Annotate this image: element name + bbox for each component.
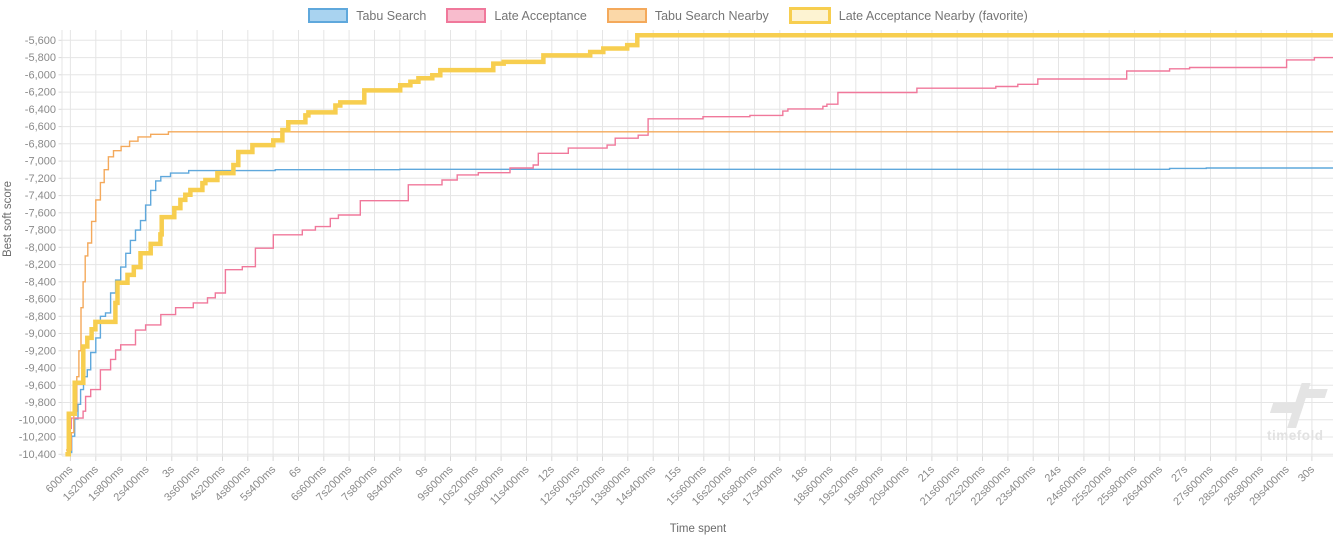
y-tick-label: -8,400: [25, 276, 56, 288]
legend-item-tabu-search-nearby[interactable]: Tabu Search Nearby: [606, 8, 769, 23]
x-tick-label: 3s: [160, 463, 177, 480]
y-tick-label: -5,600: [25, 35, 56, 47]
y-tick-label: -10,200: [19, 432, 56, 444]
legend-label: Tabu Search: [356, 8, 427, 23]
y-tick-label: -10,400: [19, 449, 56, 461]
y-tick-label: -7,600: [25, 207, 56, 219]
timefold-watermark: timefold: [1267, 383, 1328, 443]
x-tick-label: 9s: [414, 463, 431, 480]
timefold-logo-icon: [1269, 383, 1328, 428]
y-tick-label: -7,200: [25, 173, 56, 185]
grid: [58, 30, 1333, 461]
legend-swatch: [446, 8, 487, 23]
series-line-late-acceptance: [66, 56, 1333, 451]
y-tick-label: -8,600: [25, 294, 56, 306]
x-axis-title: Time spent: [669, 523, 727, 535]
y-axis-title: Best soft score: [2, 180, 14, 258]
legend-label: Tabu Search Nearby: [654, 8, 769, 23]
legend-item-late-acceptance-nearby-favorite[interactable]: Late Acceptance Nearby (favorite): [788, 7, 1028, 24]
y-tick-label: -9,800: [25, 397, 56, 409]
y-tick-label: -9,000: [25, 328, 56, 340]
x-tick-label: 21s: [916, 463, 937, 484]
watermark-text: timefold: [1267, 428, 1324, 443]
y-tick-label: -8,000: [25, 242, 56, 254]
y-tick-label: -9,200: [25, 345, 56, 357]
y-tick-label: -8,800: [25, 311, 56, 323]
series-line-tabu-search-nearby: [66, 131, 1333, 451]
x-tick-label: 24s: [1043, 463, 1064, 484]
series-line-tabu-search: [70, 167, 1333, 454]
legend-item-tabu-search[interactable]: Tabu Search: [308, 8, 426, 23]
x-tick-label: 30s: [1296, 463, 1317, 484]
y-tick-label: -7,800: [25, 225, 56, 237]
legend-label: Late Acceptance: [494, 8, 587, 23]
y-tick-label: -6,200: [25, 87, 56, 99]
chart-legend: Tabu Search Late Acceptance Tabu Search Ne…: [0, 7, 1336, 24]
legend-swatch: [308, 8, 349, 23]
logo-bar: [1303, 389, 1328, 398]
y-tick-label: -7,400: [25, 190, 56, 202]
y-tick-label: -9,400: [25, 363, 56, 375]
series-lines: [65, 32, 1333, 457]
y-tick-label: -6,000: [25, 69, 56, 81]
x-tick-label: 18s: [789, 463, 810, 484]
y-tick-label: -7,000: [25, 156, 56, 168]
legend-item-late-acceptance[interactable]: Late Acceptance: [446, 8, 587, 23]
y-tick-label: -6,600: [25, 121, 56, 133]
y-tick-label: -6,400: [25, 104, 56, 116]
y-tick-label: -8,200: [25, 259, 56, 271]
y-tick-label: -10,000: [19, 414, 56, 426]
legend-swatch: [606, 8, 647, 23]
y-tick-label: -6,800: [25, 138, 56, 150]
y-tick-label: -5,800: [25, 52, 56, 64]
legend-label: Late Acceptance Nearby (favorite): [838, 8, 1028, 23]
logo-bar: [1269, 403, 1305, 413]
x-tick-label: 15s: [663, 463, 684, 484]
x-tick-label: 27s: [1169, 463, 1190, 484]
y-tick-label: -9,600: [25, 380, 56, 392]
legend-swatch: [788, 7, 831, 24]
x-tick-label: 12s: [536, 463, 557, 484]
series-line-late-acceptance-nearby-favorite: [65, 32, 1333, 457]
x-tick-label: 6s: [287, 463, 304, 480]
